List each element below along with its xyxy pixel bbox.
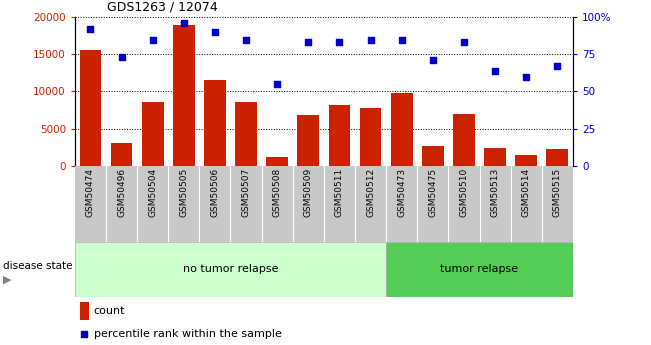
Bar [329,105,350,166]
Bar [173,25,195,166]
Text: GSM50508: GSM50508 [273,168,282,217]
Text: GSM50507: GSM50507 [242,168,251,217]
Point [85,26,96,32]
Point [365,37,376,42]
Point [272,81,283,87]
Point [396,37,407,42]
Point [552,63,562,69]
Point [334,40,344,45]
Bar [546,149,568,166]
Bar [79,50,102,166]
Point [459,40,469,45]
Text: GSM50512: GSM50512 [366,168,375,217]
Text: count: count [94,306,125,316]
Text: ▶: ▶ [3,275,12,284]
Point [521,74,531,79]
Text: GSM50510: GSM50510 [460,168,469,217]
Text: GSM50505: GSM50505 [179,168,188,217]
Point [428,58,438,63]
Bar [298,115,319,166]
Text: disease state: disease state [3,261,73,270]
Text: GSM50475: GSM50475 [428,168,437,217]
Text: GSM50496: GSM50496 [117,168,126,217]
Bar [80,303,89,320]
Text: GSM50509: GSM50509 [304,168,313,217]
Bar [142,102,163,166]
Bar [75,241,386,297]
Bar [453,115,475,166]
Bar [359,108,381,166]
Point [117,55,127,60]
Point [490,68,500,73]
Point [178,20,189,26]
Point [210,29,220,35]
Point [303,40,314,45]
Text: tumor relapse: tumor relapse [441,264,519,274]
Bar [204,80,226,166]
Bar [111,142,132,166]
Point [148,37,158,42]
Text: GDS1263 / 12074: GDS1263 / 12074 [107,1,218,14]
Text: GSM50473: GSM50473 [397,168,406,217]
Text: no tumor relapse: no tumor relapse [183,264,278,274]
Bar [484,148,506,166]
Point [79,332,90,337]
Text: GSM50511: GSM50511 [335,168,344,217]
Bar [235,102,257,166]
Bar [516,155,537,166]
Bar [386,241,573,297]
Text: percentile rank within the sample: percentile rank within the sample [94,329,282,339]
Bar [266,157,288,166]
Text: GSM50506: GSM50506 [210,168,219,217]
Text: GSM50474: GSM50474 [86,168,95,217]
Text: GSM50513: GSM50513 [491,168,499,217]
Bar [422,146,444,166]
Text: GSM50504: GSM50504 [148,168,157,217]
Text: GSM50514: GSM50514 [521,168,531,217]
Text: GSM50515: GSM50515 [553,168,562,217]
Point [241,37,251,42]
Bar [391,93,413,166]
